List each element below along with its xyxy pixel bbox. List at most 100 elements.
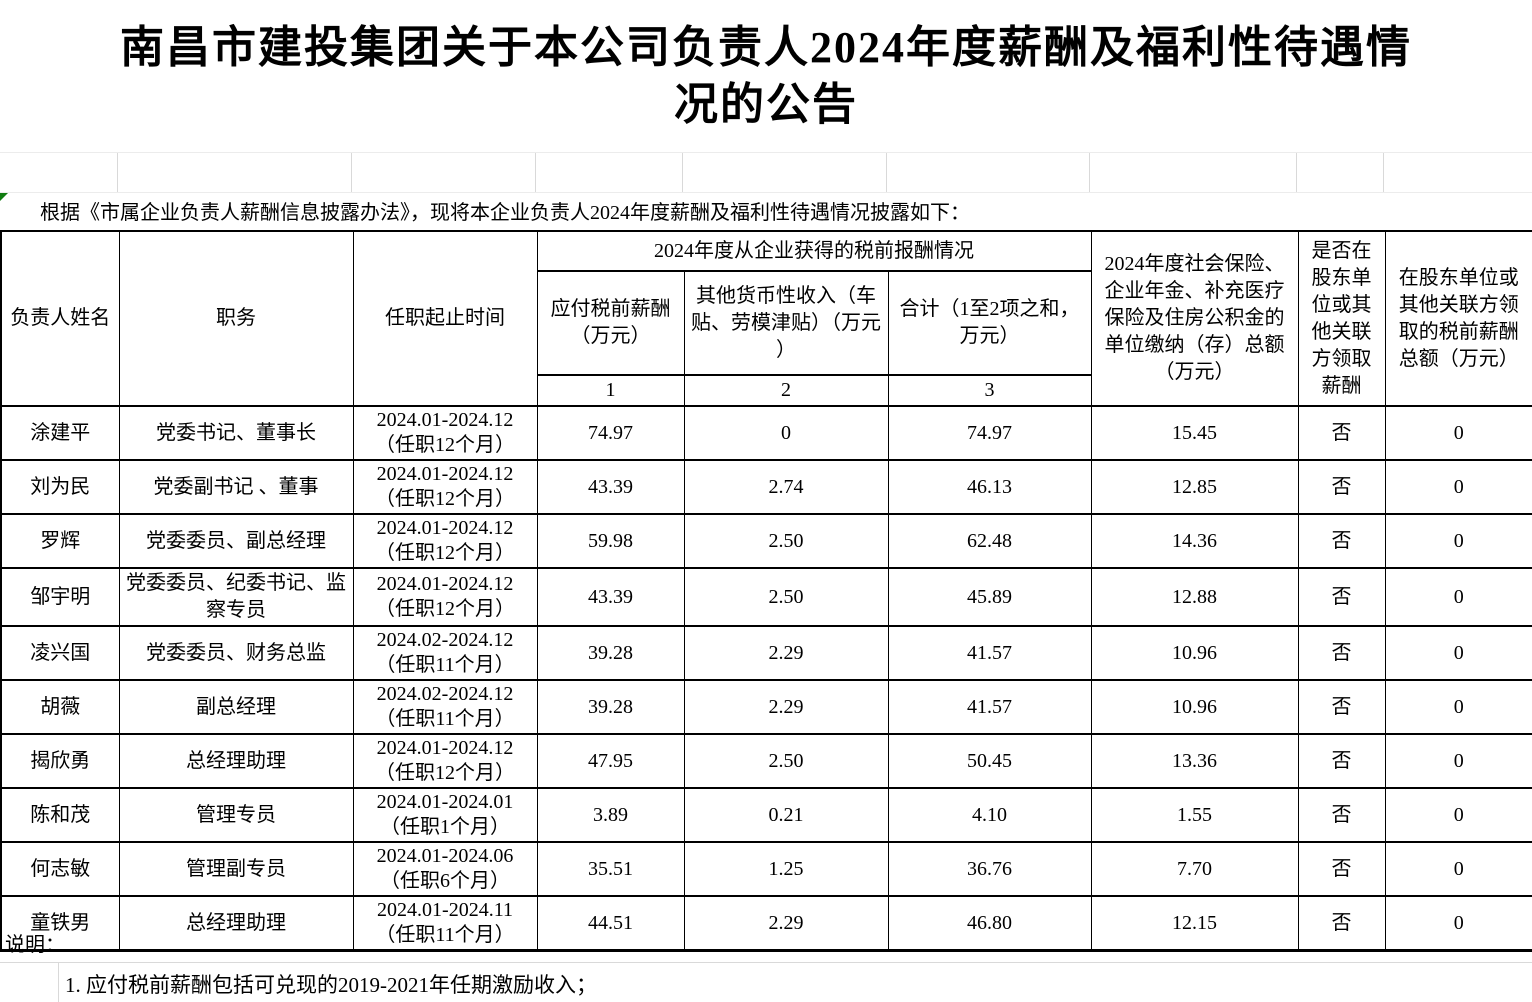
cell-term-months: （任职11个月）	[375, 708, 515, 730]
cell-shareholder-amount: 0	[1384, 787, 1532, 843]
page-title: 南昌市建投集团关于本公司负责人2024年度薪酬及福利性待遇情况的公告	[120, 23, 1412, 129]
cell-term: 2024.01-2024.01 （任职1个月）	[352, 787, 538, 843]
cell-name: 邹宇明	[0, 567, 120, 627]
cell-total: 46.80	[887, 895, 1092, 952]
cell-shareholder-amount: 0	[1384, 459, 1532, 515]
cell-salary: 74.97	[536, 405, 685, 461]
table-row: 胡薇 副总经理 2024.02-2024.12 （任职11个月） 39.28 2…	[0, 679, 1532, 735]
table-row: 罗辉 党委委员、副总经理 2024.01-2024.12 （任职12个月） 59…	[0, 513, 1532, 569]
cell-term-months: （任职12个月）	[375, 598, 515, 620]
cell-social: 14.36	[1090, 513, 1299, 569]
cell-term-months: （任职12个月）	[375, 542, 515, 564]
cell-position: 党委委员、财务总监	[118, 625, 354, 681]
cell-position: 党委副书记 、董事	[118, 459, 354, 515]
col-header-name: 负责人姓名	[0, 230, 120, 407]
cell-total: 46.13	[887, 459, 1092, 515]
cell-social: 12.88	[1090, 567, 1299, 627]
cell-social: 12.85	[1090, 459, 1299, 515]
cell-salary: 39.28	[536, 679, 685, 735]
cell-name: 揭欣勇	[0, 733, 120, 789]
cell-term-dates: 2024.01-2024.12	[376, 517, 514, 539]
col-header-index-3: 3	[887, 374, 1092, 407]
table-body: 涂建平 党委书记、董事长 2024.01-2024.12 （任职12个月） 74…	[0, 405, 1532, 952]
cell-term-dates: 2024.01-2024.12	[376, 573, 514, 595]
cell-term: 2024.01-2024.12 （任职12个月）	[352, 405, 538, 461]
cell-salary: 59.98	[536, 513, 685, 569]
cell-term-dates: 2024.02-2024.12	[376, 683, 514, 705]
cell-term-months: （任职11个月）	[375, 924, 515, 946]
cell-salary: 3.89	[536, 787, 685, 843]
cell-salary: 43.39	[536, 459, 685, 515]
cell-social: 10.96	[1090, 679, 1299, 735]
cell-salary: 43.39	[536, 567, 685, 627]
cell-term-dates: 2024.01-2024.06	[376, 845, 514, 867]
cell-other-income: 1.25	[683, 841, 889, 897]
cell-total: 41.57	[887, 679, 1092, 735]
table-row: 揭欣勇 总经理助理 2024.01-2024.12 （任职12个月） 47.95…	[0, 733, 1532, 789]
table-row: 凌兴国 党委委员、财务总监 2024.02-2024.12 （任职11个月） 3…	[0, 625, 1532, 681]
empty-spreadsheet-row	[0, 152, 1532, 193]
col-header-pay-group: 2024年度从企业获得的税前报酬情况	[536, 230, 1092, 272]
note-item: 1. 应付税前薪酬包括可兑现的2019-2021年任期激励收入；	[65, 973, 597, 997]
cell-shareholder-flag: 否	[1297, 459, 1386, 515]
cell-name: 凌兴国	[0, 625, 120, 681]
cell-total: 50.45	[887, 733, 1092, 789]
note-row: 1. 应付税前薪酬包括可兑现的2019-2021年任期激励收入；	[0, 962, 1532, 1002]
table-row: 涂建平 党委书记、董事长 2024.01-2024.12 （任职12个月） 74…	[0, 405, 1532, 461]
grid-cell	[118, 153, 352, 192]
cell-shareholder-flag: 否	[1297, 679, 1386, 735]
salary-table: 负责人姓名 职务 任职起止时间 2024年度从企业获得的税前报酬情况 2024年…	[0, 230, 1532, 952]
cell-shareholder-amount: 0	[1384, 679, 1532, 735]
intro-text: 根据《市属企业负责人薪酬信息披露办法》，现将本企业负责人2024年度薪酬及福利性…	[40, 202, 970, 224]
grid-cell	[887, 153, 1090, 192]
cell-shareholder-amount: 0	[1384, 625, 1532, 681]
cell-name: 童铁男	[0, 895, 120, 952]
cell-position: 管理专员	[118, 787, 354, 843]
col-header-shareholder-amount: 在股东单位或其他关联方领取的税前薪酬总额（万元）	[1384, 230, 1532, 407]
col-header-index-1: 1	[536, 374, 685, 407]
cell-position: 党委书记、董事长	[118, 405, 354, 461]
cell-shareholder-amount: 0	[1384, 895, 1532, 952]
cell-name: 胡薇	[0, 679, 120, 735]
cell-term: 2024.01-2024.11 （任职11个月）	[352, 895, 538, 952]
cell-term-dates: 2024.01-2024.11	[377, 899, 513, 921]
cell-social: 10.96	[1090, 625, 1299, 681]
cell-term: 2024.01-2024.12 （任职12个月）	[352, 513, 538, 569]
cell-term-dates: 2024.01-2024.12	[376, 409, 514, 431]
grid-cell	[0, 153, 118, 192]
cell-position: 总经理助理	[118, 733, 354, 789]
cell-shareholder-amount: 0	[1384, 733, 1532, 789]
cell-term-dates: 2024.01-2024.12	[376, 463, 514, 485]
cell-term-dates: 2024.01-2024.01	[376, 791, 514, 813]
col-header-position: 职务	[118, 230, 354, 407]
cell-position: 副总经理	[118, 679, 354, 735]
title-block: 南昌市建投集团关于本公司负责人2024年度薪酬及福利性待遇情况的公告	[0, 0, 1532, 152]
cell-other-income: 2.29	[683, 895, 889, 952]
grid-cell	[1090, 153, 1297, 192]
cell-position: 总经理助理	[118, 895, 354, 952]
cell-shareholder-flag: 否	[1297, 733, 1386, 789]
cell-shareholder-flag: 否	[1297, 405, 1386, 461]
cell-position: 党委委员、纪委书记、监察专员	[118, 567, 354, 627]
cell-shareholder-flag: 否	[1297, 567, 1386, 627]
cell-name: 陈和茂	[0, 787, 120, 843]
cell-salary: 39.28	[536, 625, 685, 681]
cell-name: 罗辉	[0, 513, 120, 569]
cell-total: 41.57	[887, 625, 1092, 681]
cell-total: 74.97	[887, 405, 1092, 461]
cell-salary: 35.51	[536, 841, 685, 897]
cell-other-income: 2.74	[683, 459, 889, 515]
cell-term-months: （任职12个月）	[375, 434, 515, 456]
cell-social: 12.15	[1090, 895, 1299, 952]
cell-social: 15.45	[1090, 405, 1299, 461]
cell-social: 1.55	[1090, 787, 1299, 843]
grid-cell	[1384, 153, 1532, 192]
cell-shareholder-flag: 否	[1297, 787, 1386, 843]
cell-term: 2024.01-2024.06 （任职6个月）	[352, 841, 538, 897]
table-row: 童铁男 总经理助理 2024.01-2024.11 （任职11个月） 44.51…	[0, 895, 1532, 952]
green-triangle-icon	[0, 193, 8, 201]
table-row: 何志敏 管理副专员 2024.01-2024.06 （任职6个月） 35.51 …	[0, 841, 1532, 897]
cell-shareholder-amount: 0	[1384, 567, 1532, 627]
col-header-pay-salary: 应付税前薪酬（万元）	[536, 270, 685, 376]
